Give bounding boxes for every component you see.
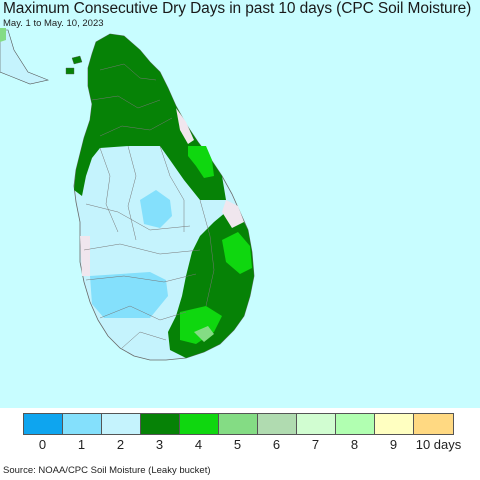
- legend-color-bar: [23, 413, 454, 435]
- region-east-pale: [222, 200, 244, 228]
- legend-swatch: [63, 414, 102, 434]
- legend-label: 6: [272, 437, 281, 452]
- legend-label: 8: [350, 437, 359, 452]
- region-west-pale: [80, 236, 90, 276]
- legend-swatch: [180, 414, 219, 434]
- district-boundaries: [83, 63, 215, 349]
- source-note: Source: NOAA/CPC Soil Moisture (Leaky bu…: [3, 465, 211, 476]
- legend-label: 0: [38, 437, 47, 452]
- legend-label: 5: [233, 437, 242, 452]
- legend-swatch: [141, 414, 180, 434]
- map-subtitle: May. 1 to May. 10, 2023: [3, 18, 104, 29]
- region-central-1day: [140, 190, 172, 228]
- region-southeast-4days: [180, 306, 222, 344]
- legend-swatch: [297, 414, 336, 434]
- color-legend: 0 1 2 3 4 5 6 7 8 9 10 days: [23, 413, 461, 459]
- legend-swatch: [414, 414, 453, 434]
- map-title: Maximum Consecutive Dry Days in past 10 …: [3, 0, 472, 17]
- legend-swatch: [24, 414, 63, 434]
- legend-label: 7: [311, 437, 320, 452]
- legend-swatch: [258, 414, 297, 434]
- region-east-4days-a: [188, 146, 214, 178]
- india-landmass: [0, 29, 50, 85]
- legend-label: 4: [194, 437, 203, 452]
- region-southwest-1day: [90, 272, 168, 318]
- legend-swatch: [102, 414, 141, 434]
- legend-swatch: [336, 414, 375, 434]
- legend-labels: 0 1 2 3 4 5 6 7 8 9 10 days: [23, 437, 463, 457]
- legend-label: 2: [116, 437, 125, 452]
- region-south-5days: [194, 326, 214, 342]
- region-ne-pale: [176, 108, 194, 144]
- map-area: [0, 0, 480, 408]
- legend-swatch: [375, 414, 414, 434]
- legend-label: 1: [77, 437, 86, 452]
- legend-swatch: [219, 414, 258, 434]
- legend-label: 9: [389, 437, 398, 452]
- region-north-3days: [74, 34, 226, 200]
- legend-label: 10 days: [415, 437, 462, 452]
- legend-label: 3: [155, 437, 164, 452]
- india-green-patch: [0, 28, 6, 42]
- region-east-4days-b: [222, 232, 252, 274]
- sri-lanka-map: [0, 28, 255, 361]
